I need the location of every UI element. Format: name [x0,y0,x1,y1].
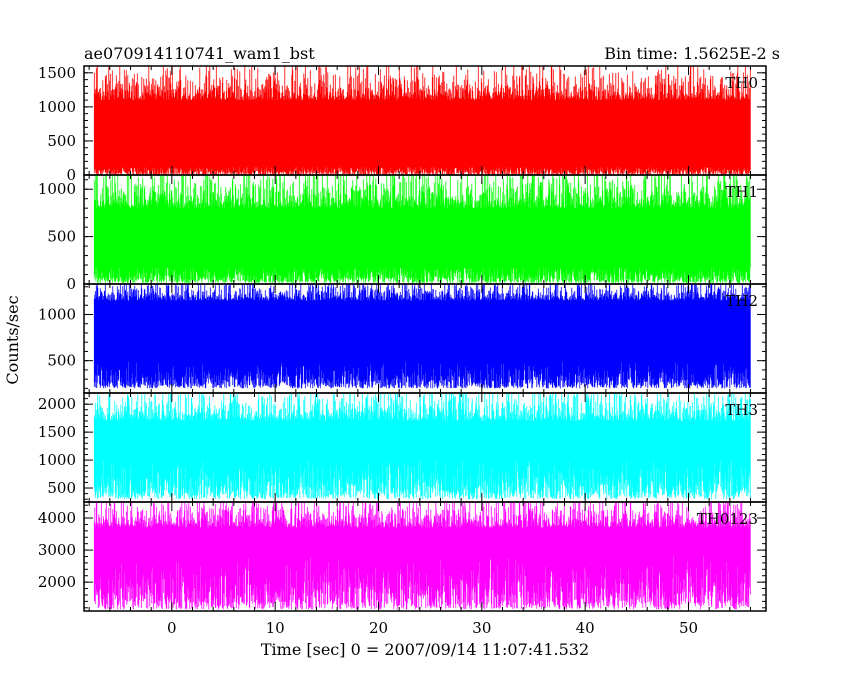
series-core-th0123 [94,537,751,557]
x-tick-label: 40 [576,619,595,637]
x-tick-label: 30 [472,619,491,637]
panel-th0123: 2000 3000 4000 TH0123 [38,501,767,612]
chart-subtitle: Bin time: 1.5625E-2 s [604,44,780,63]
x-tick-label: 20 [369,619,388,637]
x-tick-label: 0 [167,619,177,637]
y-tick-label: 1500 [38,423,76,441]
y-tick-label: 3000 [38,541,76,559]
chart-title: ae070914110741_wam1_bst [84,44,315,63]
x-tick-label: 50 [679,619,698,637]
y-tick-label: 1000 [38,451,76,469]
panel-th3: 500 1000 1500 2000 TH3 [38,392,767,503]
panel-th2: 500 1000 TH2 [38,283,767,394]
y-tick-label: 0 [66,275,76,293]
panel-label: TH0 [725,74,758,92]
panel-label: TH1 [725,183,758,201]
y-tick-label: 500 [47,479,76,497]
y-tick-label: 1000 [38,98,76,116]
x-tick-label: 10 [266,619,285,637]
panel-th0: 0 500 1000 1500 TH0 [38,64,767,184]
y-tick-label: 1000 [38,180,76,198]
panel-label: TH0123 [697,510,758,528]
y-tick-label: 2000 [38,395,76,413]
series-core-th1 [94,214,751,269]
x-axis-label: Time [sec] 0 = 2007/09/14 11:07:41.532 [261,640,589,659]
series-core-th0 [94,106,751,168]
panel-th1: 0 500 1000 TH1 [38,174,767,293]
panel-label: TH3 [725,401,758,419]
y-tick-label: 0 [66,166,76,184]
y-tick-label: 2000 [38,573,76,591]
y-tick-label: 1500 [38,64,76,82]
y-axis-label: Counts/sec [3,295,22,384]
x-axis: 0 10 20 30 40 50 [167,619,698,637]
series-core-th2 [94,309,751,362]
panel-stack: 0 500 1000 1500 TH0 0 500 1000 TH1 500 1000 TH2 500 1… [38,64,767,612]
y-tick-label: 500 [47,132,76,150]
y-tick-label: 1000 [38,305,76,323]
panel-label: TH2 [725,292,758,310]
y-tick-label: 4000 [38,509,76,527]
y-tick-label: 500 [47,228,76,246]
y-tick-label: 500 [47,352,76,370]
series-core-th3 [94,428,751,462]
